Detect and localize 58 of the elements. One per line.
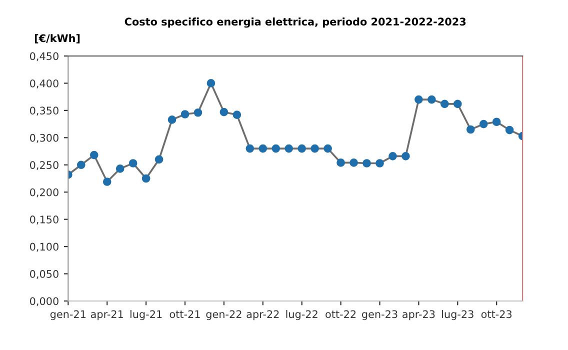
point bbox=[76, 160, 86, 170]
point bbox=[142, 174, 150, 183]
point bbox=[102, 178, 112, 186]
point bbox=[428, 95, 436, 104]
point bbox=[154, 155, 164, 164]
point bbox=[116, 164, 124, 173]
point bbox=[194, 108, 202, 117]
chart-title: Costo specifico energia elettrica, periodo 2021-2022-2023 bbox=[124, 18, 466, 28]
x-tick-label: lug-23 bbox=[442, 310, 474, 320]
point bbox=[376, 159, 384, 168]
x-tick-label: gen-22 bbox=[206, 310, 242, 320]
point bbox=[272, 144, 280, 153]
point bbox=[220, 108, 228, 116]
y-tick-label: 0,200 bbox=[30, 188, 58, 198]
y-tick-label: 0,150 bbox=[30, 216, 58, 224]
point bbox=[206, 79, 216, 88]
point bbox=[466, 125, 475, 134]
y-tick-label: 0,300 bbox=[30, 134, 58, 143]
y-axis-title: [€/kWh] bbox=[34, 34, 80, 44]
point bbox=[284, 144, 294, 153]
point bbox=[492, 118, 501, 126]
point bbox=[90, 150, 98, 160]
point bbox=[402, 152, 410, 160]
point bbox=[298, 144, 306, 153]
point bbox=[362, 159, 371, 168]
point bbox=[479, 120, 488, 128]
x-tick-label: apr-23 bbox=[402, 310, 435, 320]
point bbox=[453, 100, 462, 108]
x-tick-label: ott-21 bbox=[170, 310, 200, 318]
point bbox=[258, 144, 268, 153]
point bbox=[128, 159, 138, 168]
point bbox=[336, 158, 345, 167]
x-tick-label: apr-21 bbox=[90, 310, 123, 320]
point bbox=[440, 100, 449, 108]
y-tick-label: 0,400 bbox=[30, 79, 58, 88]
point bbox=[388, 152, 397, 160]
y-tick-label: 0,350 bbox=[30, 106, 58, 116]
point bbox=[324, 144, 332, 153]
x-tick-label: lug-22 bbox=[286, 310, 318, 320]
y-tick-label: 0,450 bbox=[30, 52, 58, 62]
point bbox=[350, 158, 358, 167]
x-tick-label: ott-22 bbox=[326, 310, 356, 318]
y-tick-label: 0,100 bbox=[30, 242, 58, 252]
x-tick-label: apr-22 bbox=[246, 310, 279, 320]
y-tick-label: 0,250 bbox=[30, 161, 58, 170]
x-tick-label: lug-21 bbox=[130, 310, 162, 320]
y-tick-label: 0,050 bbox=[30, 270, 58, 279]
point bbox=[505, 126, 514, 134]
y-tick-label: 0,000 bbox=[30, 297, 58, 306]
point bbox=[246, 144, 254, 153]
point bbox=[180, 110, 190, 118]
point bbox=[414, 95, 423, 104]
x-tick-label: gen-21 bbox=[50, 310, 86, 320]
x-tick-label: ott-23 bbox=[481, 310, 512, 318]
point bbox=[168, 116, 176, 124]
point bbox=[310, 144, 319, 153]
point bbox=[232, 110, 242, 119]
x-tick-label: gen-23 bbox=[362, 310, 398, 320]
